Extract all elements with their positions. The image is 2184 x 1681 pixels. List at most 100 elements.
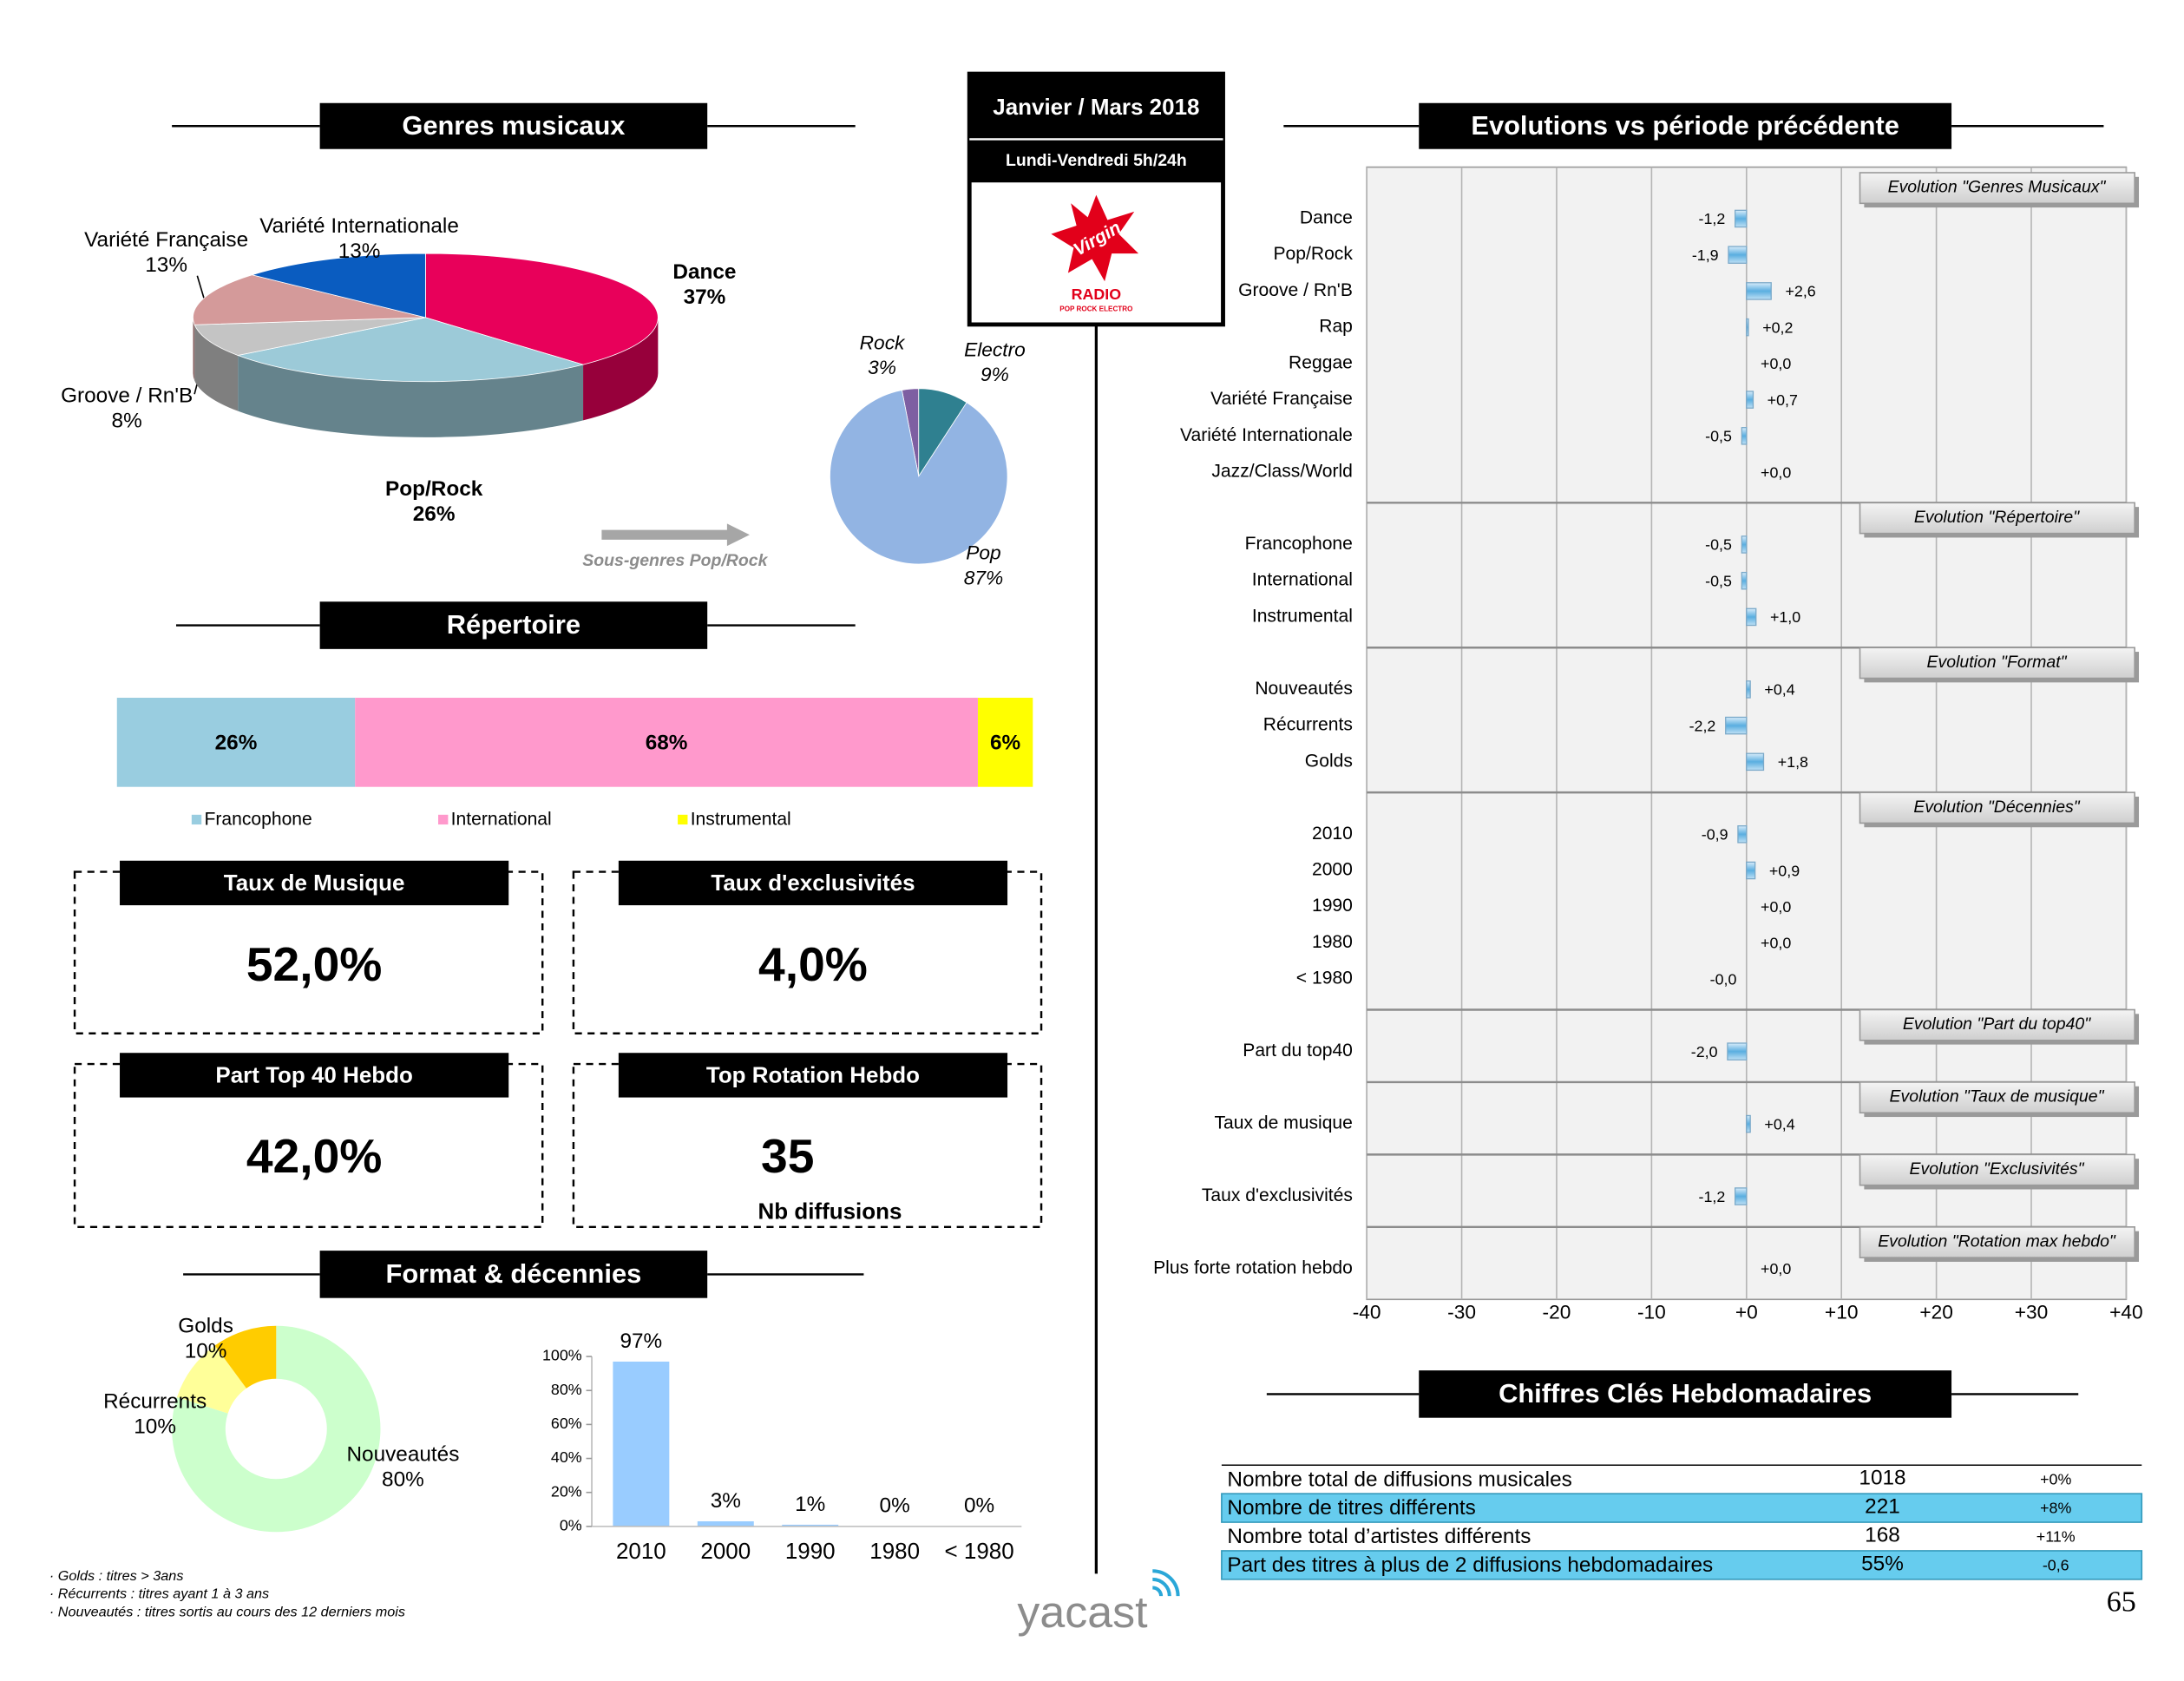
value-label: +0,7 [1768, 391, 1798, 409]
group-header-label: Evolution "Part du top40" [1903, 1015, 2091, 1034]
table-row-highlight [1221, 1493, 2143, 1523]
slice-side [193, 317, 195, 381]
group-header-label: Evolution "Format" [1927, 653, 2068, 672]
slice-value: 10% [134, 1415, 176, 1438]
x-tick-label: -20 [1543, 1301, 1571, 1323]
slice [251, 253, 426, 318]
brand-icon [1152, 1569, 1180, 1597]
bar [1746, 607, 1757, 627]
slice-value: 13% [338, 240, 381, 263]
slice-value: 3% [868, 357, 896, 378]
slice [425, 253, 659, 365]
value-label: -2,2 [1689, 717, 1716, 734]
bar-segment [977, 698, 1033, 787]
value-label: -0,5 [1705, 573, 1732, 590]
x-tick-label: -10 [1637, 1301, 1666, 1323]
kpi-value: 4,0% [758, 937, 868, 991]
table-cell: -0,6 [2043, 1556, 2069, 1573]
table-cell: Part des titres à plus de 2 diffusions h… [1227, 1553, 1713, 1577]
value-label: 3% [711, 1489, 741, 1513]
slice-label: Récurrents [103, 1390, 207, 1414]
legend-swatch [678, 814, 688, 825]
donut-slice [176, 1345, 246, 1414]
logo-name: RADIO [1072, 286, 1122, 303]
bar [1735, 1187, 1748, 1205]
kpi-title: Top Rotation Hebdo [706, 1063, 920, 1087]
value-label: 97% [620, 1330, 662, 1353]
kpi-title-bar [618, 1053, 1008, 1098]
category-label: Nouveautés [1255, 679, 1353, 699]
slice [193, 317, 426, 356]
x-tick-label: +40 [2109, 1301, 2143, 1323]
bar [1725, 716, 1748, 735]
category-label: Dance [1300, 208, 1353, 228]
legend-label: International [451, 810, 552, 830]
kpi-value: 42,0% [246, 1130, 383, 1184]
category-label: Part du top40 [1243, 1041, 1353, 1060]
section-title: Genres musicaux [402, 111, 625, 141]
table-cell: +11% [2036, 1527, 2076, 1545]
bar [1735, 209, 1748, 228]
donut-slice [214, 1325, 277, 1389]
category-label: Taux d'exclusivités [1202, 1185, 1353, 1205]
slice-label: Pop [966, 542, 1000, 564]
segment-label: 6% [990, 731, 1020, 754]
value-label: +0,0 [1761, 355, 1791, 372]
category-label: 1980 [1312, 932, 1353, 952]
group-header-label: Evolution "Décennies" [1913, 798, 2080, 817]
bar [1741, 571, 1748, 590]
kpi-title-bar [120, 860, 509, 906]
arrow-head [726, 523, 750, 547]
bar [1746, 1114, 1751, 1133]
header-band [969, 74, 1223, 183]
table-cell: 1018 [1859, 1467, 1905, 1490]
category-label: Variété Internationale [1180, 425, 1353, 445]
group-header [1859, 172, 2135, 205]
period: Janvier / Mars 2018 [993, 95, 1199, 120]
category-label: International [1252, 570, 1353, 590]
category-label: Francophone [1245, 534, 1353, 554]
x-tick-label: -40 [1353, 1301, 1381, 1323]
group-header-label: Evolution "Taux de musique" [1890, 1087, 2105, 1106]
footnote: · Nouveautés : titres sortis au cours de… [49, 1605, 405, 1620]
value-label: +1,0 [1770, 608, 1800, 626]
value-label: +0,0 [1761, 898, 1791, 916]
logo-sub: POP ROCK ELECTRO [1059, 305, 1132, 312]
bar [697, 1520, 754, 1527]
category-label: Golds [1305, 751, 1353, 771]
value-label: +0,4 [1764, 1115, 1794, 1133]
brand: yacast [1017, 1586, 1147, 1637]
group-header [1859, 502, 2135, 535]
group-header [1859, 791, 2135, 824]
bar [1746, 861, 1756, 880]
x-tick-label: +20 [1919, 1301, 1953, 1323]
logo-star [1051, 194, 1139, 282]
x-tick-label: 2010 [616, 1540, 666, 1564]
x-tick-label: +10 [1825, 1301, 1859, 1323]
y-tick-label: 80% [551, 1381, 582, 1398]
bar [613, 1361, 670, 1527]
value-label: 0% [880, 1494, 910, 1518]
y-tick-label: 20% [551, 1482, 582, 1500]
title-bar [319, 1251, 708, 1298]
y-tick-label: 40% [551, 1448, 582, 1466]
category-label: 2010 [1312, 824, 1353, 844]
slice-value: 8% [112, 410, 142, 433]
value-label: +1,8 [1778, 753, 1808, 771]
slice-label: Variété Française [84, 228, 248, 252]
slice-value: 10% [185, 1340, 227, 1363]
x-tick-label: 1980 [869, 1540, 920, 1564]
table-row-highlight [1221, 1550, 2143, 1580]
table-cell: 55% [1861, 1552, 1904, 1575]
slice-value: 87% [964, 568, 1004, 589]
category-label: Variété Française [1210, 389, 1353, 409]
footnote: · Récurrents : titres ayant 1 à 3 ans [49, 1586, 269, 1602]
category-label: 2000 [1312, 860, 1353, 880]
category-label: Rap [1319, 317, 1353, 337]
bar [1746, 752, 1765, 772]
table-cell: 221 [1865, 1495, 1900, 1519]
table-cell: +8% [2040, 1500, 2071, 1517]
value-label: +2,6 [1785, 283, 1815, 300]
table-cell: Nombre total d’artistes différents [1227, 1525, 1531, 1548]
